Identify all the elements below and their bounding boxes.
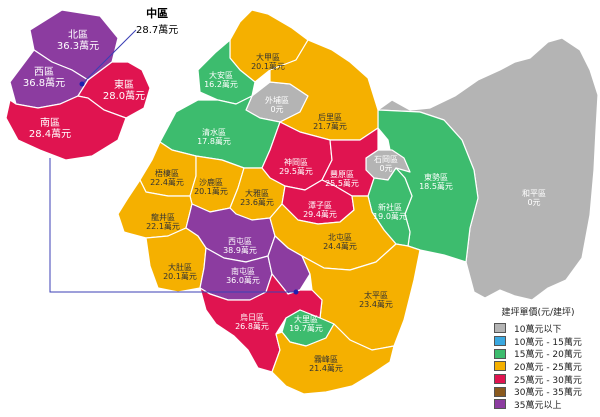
district-labels: 大甲區20.1萬元大安區16.2萬元外埔區0元后里區21.7萬元清水區17.8萬… (23, 29, 546, 373)
district-price-daan: 16.2萬元 (204, 79, 238, 89)
district-price-east: 28.0萬元 (103, 89, 145, 102)
inset-callout-value: 28.7萬元 (136, 25, 179, 36)
legend-swatch (494, 336, 506, 347)
district-name-nantun: 南屯區 (231, 266, 255, 276)
district-dadu (145, 227, 207, 293)
inset-connector-line (49, 158, 296, 293)
district-name-shalu: 沙鹿區 (199, 177, 223, 187)
district-name-taiping: 太平區 (364, 290, 388, 300)
district-price-south: 28.4萬元 (29, 127, 71, 140)
district-price-north: 36.3萬元 (57, 39, 99, 52)
district-price-waipu: 0元 (270, 105, 283, 114)
inset-center-marker (79, 81, 85, 87)
district-price-daya: 23.6萬元 (240, 197, 274, 207)
district-wufeng (271, 323, 395, 395)
legend-swatch (494, 374, 506, 385)
legend-swatch (494, 399, 506, 410)
legend-label: 10萬元 - 15萬元 (514, 337, 582, 348)
legend-label: 30萬元 - 35萬元 (514, 388, 582, 399)
legend-item: 20萬元 - 25萬元 (478, 360, 598, 373)
district-price-qingshui: 17.8萬元 (197, 136, 231, 146)
legend-item: 10萬元以下 (478, 322, 598, 335)
district-price-shalu: 20.1萬元 (194, 186, 228, 196)
district-name-waipu: 外埔區 (265, 95, 289, 105)
district-price-wuri: 26.8萬元 (235, 321, 269, 331)
district-longjing (117, 179, 193, 239)
district-name-qingshui: 清水區 (202, 127, 226, 137)
district-price-wufeng: 21.4萬元 (309, 363, 343, 373)
district-name-dajia: 大甲區 (256, 52, 280, 62)
district-name-shengang: 神岡區 (284, 157, 308, 167)
legend-label: 25萬元 - 30萬元 (514, 375, 582, 386)
district-name-dali: 大里區 (294, 314, 318, 324)
legend-label: 20萬元 - 25萬元 (514, 362, 582, 373)
district-price-heping: 0元 (527, 198, 540, 207)
inset-callout-name: 中區 (146, 7, 169, 20)
legend-rows: 10萬元以下 10萬元 - 15萬元 15萬元 - 20萬元 20萬元 - 25萬元 2… (478, 322, 598, 411)
district-name-xinshe: 新社區 (378, 202, 402, 212)
legend-item: 30萬元 - 35萬元 (478, 385, 598, 398)
district-name-wufeng: 霧峰區 (314, 354, 338, 364)
legend-label: 15萬元 - 20萬元 (514, 350, 582, 361)
legend-item: 35萬元以上 (478, 398, 598, 411)
district-name-houli: 后里區 (318, 112, 342, 122)
district-name-daya: 大雅區 (245, 188, 269, 198)
legend-item: 25萬元 - 30萬元 (478, 373, 598, 386)
district-name-east: 東區 (114, 78, 134, 91)
district-price-houli: 21.7萬元 (313, 121, 347, 131)
district-name-daan: 大安區 (209, 70, 233, 80)
district-price-dajia: 20.1萬元 (251, 61, 285, 71)
district-price-dongshi: 18.5萬元 (419, 181, 453, 191)
district-price-dali: 19.7萬元 (289, 323, 323, 333)
legend-swatch (494, 361, 506, 372)
legend-swatch (494, 323, 506, 334)
legend-label: 10萬元以下 (514, 324, 562, 335)
district-name-fengyuan: 豐原區 (330, 169, 354, 179)
district-name-wuqi: 梧棲區 (155, 168, 179, 178)
district-name-north: 北區 (68, 29, 88, 41)
district-daan (197, 39, 256, 105)
legend-swatch (494, 348, 506, 359)
legend-label: 35萬元以上 (514, 400, 562, 411)
district-name-heping: 和平區 (522, 189, 546, 198)
district-price-longjing: 22.1萬元 (146, 221, 180, 231)
district-name-dadu: 大肚區 (168, 262, 192, 272)
district-name-tanzi: 潭子區 (308, 201, 332, 210)
price-legend: 建坪單價(元/建坪) 10萬元以下 10萬元 - 15萬元 15萬元 - 20萬元 2… (478, 305, 598, 411)
district-price-shigang: 0元 (379, 164, 392, 173)
map-center-marker (293, 289, 299, 295)
district-price-taiping: 23.4萬元 (359, 299, 393, 309)
legend-item: 10萬元 - 15萬元 (478, 335, 598, 348)
inset-callout-line (81, 29, 137, 85)
district-name-dongshi: 東勢區 (424, 172, 448, 182)
legend-title: 建坪單價(元/建坪) (501, 308, 575, 318)
legend-item: 15萬元 - 20萬元 (478, 347, 598, 360)
district-price-west: 36.8萬元 (23, 76, 65, 89)
district-name-west: 西區 (34, 66, 54, 78)
district-name-beitun: 北屯區 (328, 232, 352, 242)
district-price-beitun: 24.4萬元 (323, 241, 357, 251)
district-price-xitun: 38.9萬元 (223, 245, 257, 255)
district-name-longjing: 龍井區 (151, 212, 175, 222)
district-price-dadu: 20.1萬元 (163, 271, 197, 281)
district-price-wuqi: 22.4萬元 (150, 177, 184, 187)
district-price-xinshe: 19.0萬元 (373, 211, 407, 221)
inset-district-south (5, 95, 127, 161)
district-price-nantun: 36.0萬元 (226, 275, 260, 285)
district-name-xitun: 西屯區 (228, 236, 252, 246)
district-price-fengyuan: 25.5萬元 (325, 178, 359, 188)
district-price-shengang: 29.5萬元 (279, 166, 313, 176)
legend-swatch (494, 386, 506, 397)
district-name-south: 南區 (40, 116, 60, 129)
inset-callout-label: 中區 28.7萬元 (136, 5, 178, 36)
district-price-tanzi: 29.4萬元 (303, 209, 337, 219)
district-name-wuri: 烏日區 (240, 312, 264, 322)
district-name-shigang: 石岡區 (374, 155, 398, 164)
